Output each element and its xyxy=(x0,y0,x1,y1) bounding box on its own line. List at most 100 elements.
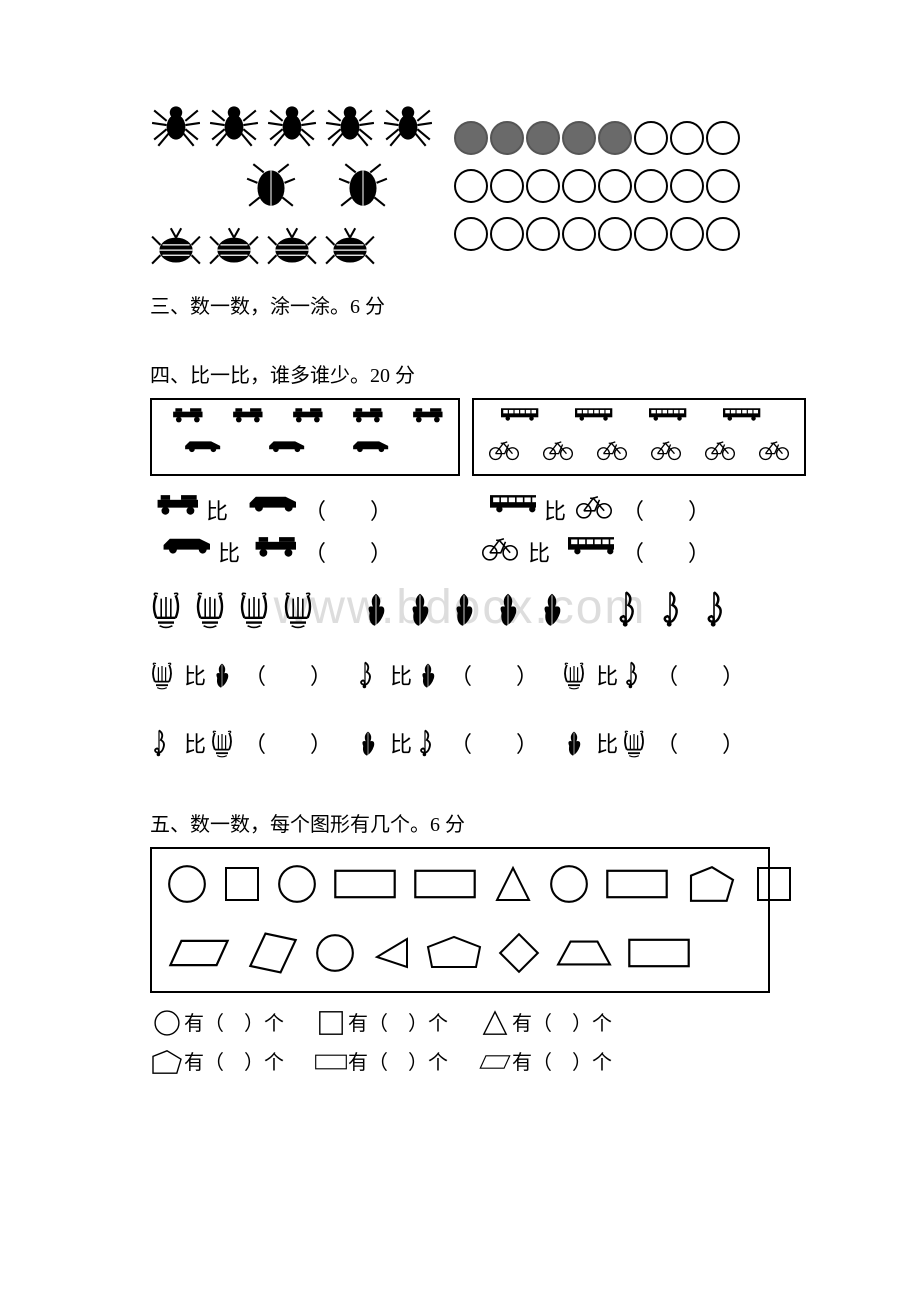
bike-icon xyxy=(574,492,614,528)
beetle-icon xyxy=(208,224,260,272)
vehicle-boxes xyxy=(150,398,770,476)
circle-empty xyxy=(526,217,560,251)
blank-paren: （ ） xyxy=(244,727,332,759)
compare-word: 比 xyxy=(390,727,412,759)
sedan-icon xyxy=(236,492,296,528)
circle-empty xyxy=(490,169,524,203)
compare-line: 比（ ） xyxy=(562,656,744,694)
triangle-shape xyxy=(492,864,534,904)
beetle-icon xyxy=(324,224,376,272)
circle-empty xyxy=(562,169,596,203)
compare-word: 比 xyxy=(390,659,412,691)
triangle-left-shape xyxy=(370,933,412,973)
circle-shape xyxy=(150,1009,180,1035)
bike-icon xyxy=(480,534,520,570)
rect-shape xyxy=(604,865,670,903)
trapezoid-shape xyxy=(556,934,612,972)
spider-icon xyxy=(324,100,376,148)
circle-empty xyxy=(598,169,632,203)
section4-title: 四、比一比，谁多谁少。20 分 xyxy=(150,359,770,388)
circle-row xyxy=(454,217,740,251)
lyre-icon xyxy=(622,724,652,762)
answer-item: 有（ ）个 xyxy=(478,1046,612,1075)
compare-line: 比（ ） xyxy=(150,656,332,694)
circle-empty xyxy=(634,121,668,155)
jeep-icon xyxy=(150,492,198,528)
answer-line: 有（ ）个 有（ ）个 有（ ）个 xyxy=(150,1046,770,1075)
compare-line: 比 （ ） xyxy=(356,656,538,694)
spider-icon xyxy=(266,100,318,148)
circle-empty xyxy=(706,121,740,155)
clef-leaf-icon xyxy=(416,656,446,694)
clef-leaf-icon xyxy=(356,724,386,762)
compare-line: 比（ ） xyxy=(150,492,440,528)
clef-icon xyxy=(150,724,180,762)
circle-empty xyxy=(454,169,488,203)
music-group xyxy=(614,584,742,632)
bus-icon xyxy=(558,534,614,570)
spider-icon xyxy=(150,100,202,148)
blank-paren: （ ） xyxy=(450,659,538,691)
rect-shape xyxy=(332,865,398,903)
beetle-icon xyxy=(150,224,202,272)
spider-icon xyxy=(382,100,434,148)
circle-empty xyxy=(670,169,704,203)
square-shape xyxy=(222,864,262,904)
circle-filled xyxy=(598,121,632,155)
pentagon-shape xyxy=(150,1048,180,1074)
compare-word: 比 xyxy=(206,494,228,526)
vehicle-line xyxy=(160,438,450,464)
compare-word: 比 xyxy=(596,727,618,759)
clef-leaf-icon xyxy=(360,584,400,632)
answer-label: 有（ ）个 xyxy=(348,1046,448,1075)
shapes-box xyxy=(150,847,770,993)
circle-empty xyxy=(670,217,704,251)
answer-label: 有（ ）个 xyxy=(184,1046,284,1075)
square-shape xyxy=(314,1009,344,1035)
circle-filled xyxy=(526,121,560,155)
circle-empty xyxy=(634,217,668,251)
answer-item: 有（ ）个 xyxy=(314,1007,448,1036)
circle-empty xyxy=(634,169,668,203)
circle-row xyxy=(454,169,740,203)
music-group xyxy=(360,584,576,632)
circle-empty xyxy=(490,217,524,251)
jeep-icon xyxy=(400,406,450,432)
circle-shape xyxy=(314,932,356,974)
lyre-icon xyxy=(150,584,190,632)
circle-row xyxy=(454,121,740,155)
music-groups xyxy=(150,584,770,632)
bus-icon xyxy=(704,406,768,432)
compare-word: 比 xyxy=(218,536,240,568)
circle-empty xyxy=(706,169,740,203)
circle-empty xyxy=(454,217,488,251)
jeep-icon xyxy=(248,534,296,570)
sedan-icon xyxy=(160,438,234,464)
lyre-icon xyxy=(238,584,278,632)
circle-filled xyxy=(454,121,488,155)
bike-icon xyxy=(644,438,688,468)
bus-icon xyxy=(480,492,536,528)
diamond-shape xyxy=(496,930,542,976)
parallelogram-shape xyxy=(478,1048,508,1074)
sedan-icon xyxy=(328,438,402,464)
rect-shape xyxy=(412,865,478,903)
answer-label: 有（ ）个 xyxy=(184,1007,284,1036)
parallelogram-shape xyxy=(166,934,232,972)
compare-word: 比 xyxy=(596,659,618,691)
circle-empty xyxy=(562,217,596,251)
section3-title: 三、数一数，涂一涂。6 分 xyxy=(150,290,770,319)
circle-shape xyxy=(548,863,590,905)
pentagon-wide-shape xyxy=(426,932,482,974)
rect-shape xyxy=(626,934,692,972)
roach-icon xyxy=(337,162,389,210)
lyre-icon xyxy=(282,584,322,632)
bus-icon xyxy=(630,406,694,432)
bike-icon xyxy=(536,438,580,468)
blank-paren: （ ） xyxy=(656,727,744,759)
blank-paren: （ ） xyxy=(622,536,710,568)
clef-icon xyxy=(614,584,654,632)
clef-leaf-icon xyxy=(404,584,444,632)
clef-icon xyxy=(416,724,446,762)
blank-paren: （ ） xyxy=(622,494,710,526)
